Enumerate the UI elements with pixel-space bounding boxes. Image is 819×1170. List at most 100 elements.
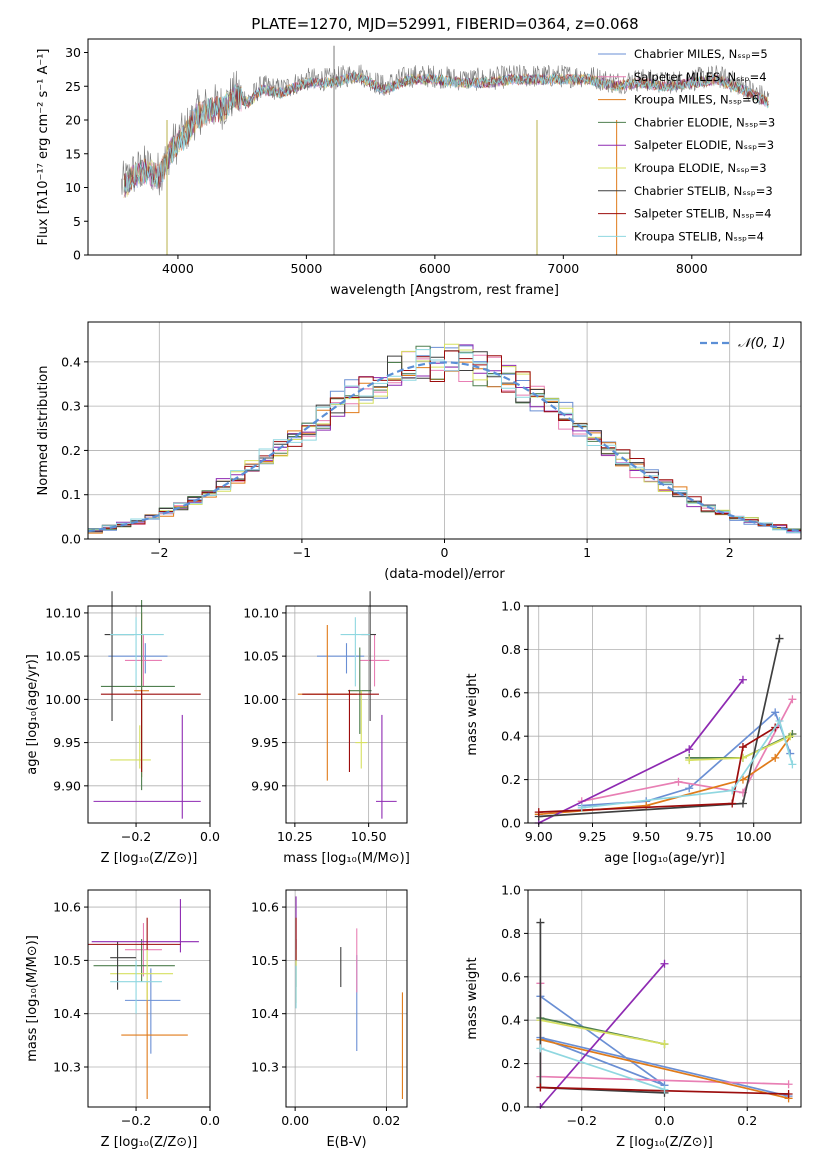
massweight-vs-age-xlabel: age [log₁₀(age/yr)] bbox=[604, 851, 725, 866]
massweight-vs-age-marker-9 bbox=[788, 760, 797, 769]
age-vs-mass-ytick-label: 10.05 bbox=[243, 649, 279, 664]
mass-vs-Z-errorbar-5 bbox=[91, 899, 199, 953]
mass-vs-EBV-ytick-label: 10.4 bbox=[251, 1006, 279, 1021]
massweight-vs-age-marker-2 bbox=[788, 695, 797, 704]
mass-vs-Z-ylabel: mass [log₁₀(M/M⊙)] bbox=[25, 935, 40, 1062]
massweight-vs-Z-ytick-label: 0.0 bbox=[501, 1100, 521, 1115]
massweight-vs-age-marker-9 bbox=[728, 786, 737, 795]
mass-vs-Z-xlabel: Z [log₁₀(Z/Z⊙)] bbox=[101, 1135, 198, 1150]
massweight-vs-Z-series-9 bbox=[540, 1047, 665, 1091]
spectrum-xtick-label: 4000 bbox=[162, 261, 194, 276]
spectrum-plot-area bbox=[121, 45, 770, 255]
age-vs-Z-ytick-label: 10.10 bbox=[45, 605, 81, 620]
legend-entry-4: Chabrier ELODIE, Nₛₛₚ=3 bbox=[634, 115, 775, 129]
massweight-vs-Z-xtick-label: 0.0 bbox=[655, 1113, 675, 1128]
residuals-frame bbox=[87, 321, 802, 540]
massweight-vs-age-series-1 bbox=[581, 710, 792, 807]
age-vs-mass-errorbar-1 bbox=[316, 643, 365, 674]
massweight-vs-Z-marker-9 bbox=[660, 1085, 669, 1094]
age-vs-mass-errorbar-8 bbox=[302, 689, 379, 772]
massweight-vs-age-marker-2 bbox=[674, 777, 683, 786]
residuals-plot-area bbox=[87, 343, 802, 534]
massweight-vs-Z-series-5 bbox=[539, 963, 666, 1108]
mass-vs-EBV-ytick-label: 10.6 bbox=[251, 900, 279, 915]
age-vs-Z-errorbar-5 bbox=[93, 714, 201, 819]
age-vs-Z-panel: −0.2 0.0 9.90 9.95 10.00 10.05 10.10 Z [log₁₀(Z… bbox=[25, 591, 220, 866]
massweight-vs-age-marker-6 bbox=[685, 756, 694, 765]
massweight-vs-age-series-8 bbox=[538, 726, 776, 813]
massweight-vs-Z-marker-8 bbox=[536, 1083, 545, 1092]
model-spectrum-line-9 bbox=[123, 71, 769, 192]
massweight-vs-Z-ytick-label: 0.6 bbox=[501, 969, 521, 984]
massweight-vs-age-lines bbox=[534, 634, 797, 825]
massweight-vs-age-xtick-label: 9.25 bbox=[579, 829, 607, 844]
mass-vs-Z-errorbar-1 bbox=[124, 968, 181, 1054]
age-vs-mass-errorbar-6 bbox=[355, 690, 368, 769]
massweight-vs-Z-xtick-label: 0.2 bbox=[737, 1113, 757, 1128]
age-vs-Z-xtick-label: −0.2 bbox=[121, 829, 151, 844]
massweight-vs-age-marker-7 bbox=[775, 634, 784, 643]
age-vs-mass-errorbar-4 bbox=[347, 647, 372, 734]
massweight-vs-Z-ylabel: mass weight bbox=[465, 957, 480, 1039]
massweight-vs-age-marker-1 bbox=[685, 784, 694, 793]
age-vs-Z-errorbar-1 bbox=[108, 643, 168, 674]
mass-vs-Z-plot-area bbox=[88, 899, 199, 1100]
spectrum-ylabel: Flux [fλ10⁻¹⁷ erg cm⁻² s⁻¹ A⁻¹] bbox=[36, 49, 51, 246]
massweight-vs-age-marker-8 bbox=[738, 743, 747, 752]
massweight-vs-Z-marker-6 bbox=[660, 1040, 669, 1049]
massweight-vs-age-series-3 bbox=[538, 733, 794, 816]
age-vs-Z-plot-area bbox=[93, 591, 201, 819]
residuals-ytick-label: 0.2 bbox=[61, 443, 81, 458]
massweight-vs-age-marker-3 bbox=[771, 753, 780, 762]
age-vs-mass-errorbar-3 bbox=[297, 625, 357, 781]
massweight-vs-age-marker-3 bbox=[642, 801, 651, 810]
massweight-vs-age-marker-1 bbox=[771, 708, 780, 717]
residuals-panel: −2 −1 0 1 2 0.0 0.1 0.2 0.3 0.4 (data-model)/error… bbox=[36, 321, 802, 582]
spectrum-xtick-label: 8000 bbox=[676, 261, 708, 276]
mass-vs-Z-errorbar-8 bbox=[88, 917, 181, 950]
model-spectrum-line-7 bbox=[123, 71, 769, 195]
residuals-ytick-label: 0.1 bbox=[61, 487, 81, 502]
spectrum-ytick-label: 5 bbox=[73, 214, 81, 229]
legend-entry-7: Chabrier STELIB, Nₛₛₚ=3 bbox=[634, 184, 773, 198]
age-vs-mass-errorbar-2 bbox=[359, 634, 390, 687]
massweight-vs-Z-marker-2 bbox=[784, 1080, 793, 1089]
mass-vs-Z-errorbar-4 bbox=[93, 939, 175, 982]
massweight-vs-age-ytick-label: 0.2 bbox=[501, 772, 521, 787]
legend-entry-5: Salpeter ELODIE, Nₛₛₚ=3 bbox=[634, 138, 774, 152]
age-vs-mass-ytick-label: 10.10 bbox=[243, 605, 279, 620]
massweight-vs-age-ytick-label: 0.6 bbox=[501, 685, 521, 700]
age-vs-mass-ytick-label: 10.00 bbox=[243, 692, 279, 707]
age-vs-Z-ytick-label: 9.95 bbox=[53, 735, 81, 750]
legend-entry-6: Kroupa ELODIE, Nₛₛₚ=3 bbox=[634, 161, 767, 175]
spectrum-ytick-label: 0 bbox=[73, 248, 81, 263]
massweight-vs-age-ytick-label: 0.8 bbox=[501, 642, 521, 657]
massweight-vs-age-marker-5 bbox=[738, 675, 747, 684]
age-vs-Z-ylabel: age [log₁₀(age/yr)] bbox=[25, 654, 40, 775]
massweight-vs-age-marker-9 bbox=[577, 803, 586, 812]
massweight-vs-age-marker-9 bbox=[775, 717, 784, 726]
age-vs-mass-errorbar-9 bbox=[340, 617, 371, 687]
residuals-xtick-label: −1 bbox=[293, 545, 311, 560]
spectrum-ytick-label: 30 bbox=[65, 45, 81, 60]
age-vs-Z-xtick-label: 0.0 bbox=[200, 829, 220, 844]
legend-entry-3: Kroupa MILES, Nₛₛₚ=6 bbox=[634, 93, 759, 107]
spectrum-ytick-label: 20 bbox=[65, 113, 81, 128]
massweight-vs-age-ytick-label: 1.0 bbox=[501, 599, 521, 614]
mass-vs-Z-errorbar-3 bbox=[121, 981, 188, 1100]
massweight-vs-age-marker-8 bbox=[534, 808, 543, 817]
massweight-vs-age-xtick-label: 9.50 bbox=[632, 829, 660, 844]
mass-vs-EBV-ytick-label: 10.3 bbox=[251, 1060, 279, 1075]
residuals-xlabel: (data-model)/error bbox=[384, 567, 505, 582]
massweight-vs-Z-series-3 bbox=[540, 1038, 789, 1100]
age-vs-Z-errorbar-2 bbox=[124, 634, 162, 687]
massweight-vs-Z-ytick-label: 1.0 bbox=[501, 883, 521, 898]
spectrum-ytick-label: 15 bbox=[65, 146, 81, 161]
massweight-vs-Z-ytick-label: 0.8 bbox=[501, 926, 521, 941]
massweight-vs-Z-series-1 bbox=[539, 995, 789, 1098]
mass-vs-EBV-xtick-label: 0.02 bbox=[373, 1113, 401, 1128]
residuals-ylabel: Normed distribution bbox=[36, 366, 51, 496]
massweight-vs-Z-xlabel: Z [log₁₀(Z/Z⊙)] bbox=[616, 1135, 713, 1150]
spectrum-ytick-label: 25 bbox=[65, 79, 81, 94]
mass-vs-EBV-xtick-label: 0.00 bbox=[281, 1113, 309, 1128]
